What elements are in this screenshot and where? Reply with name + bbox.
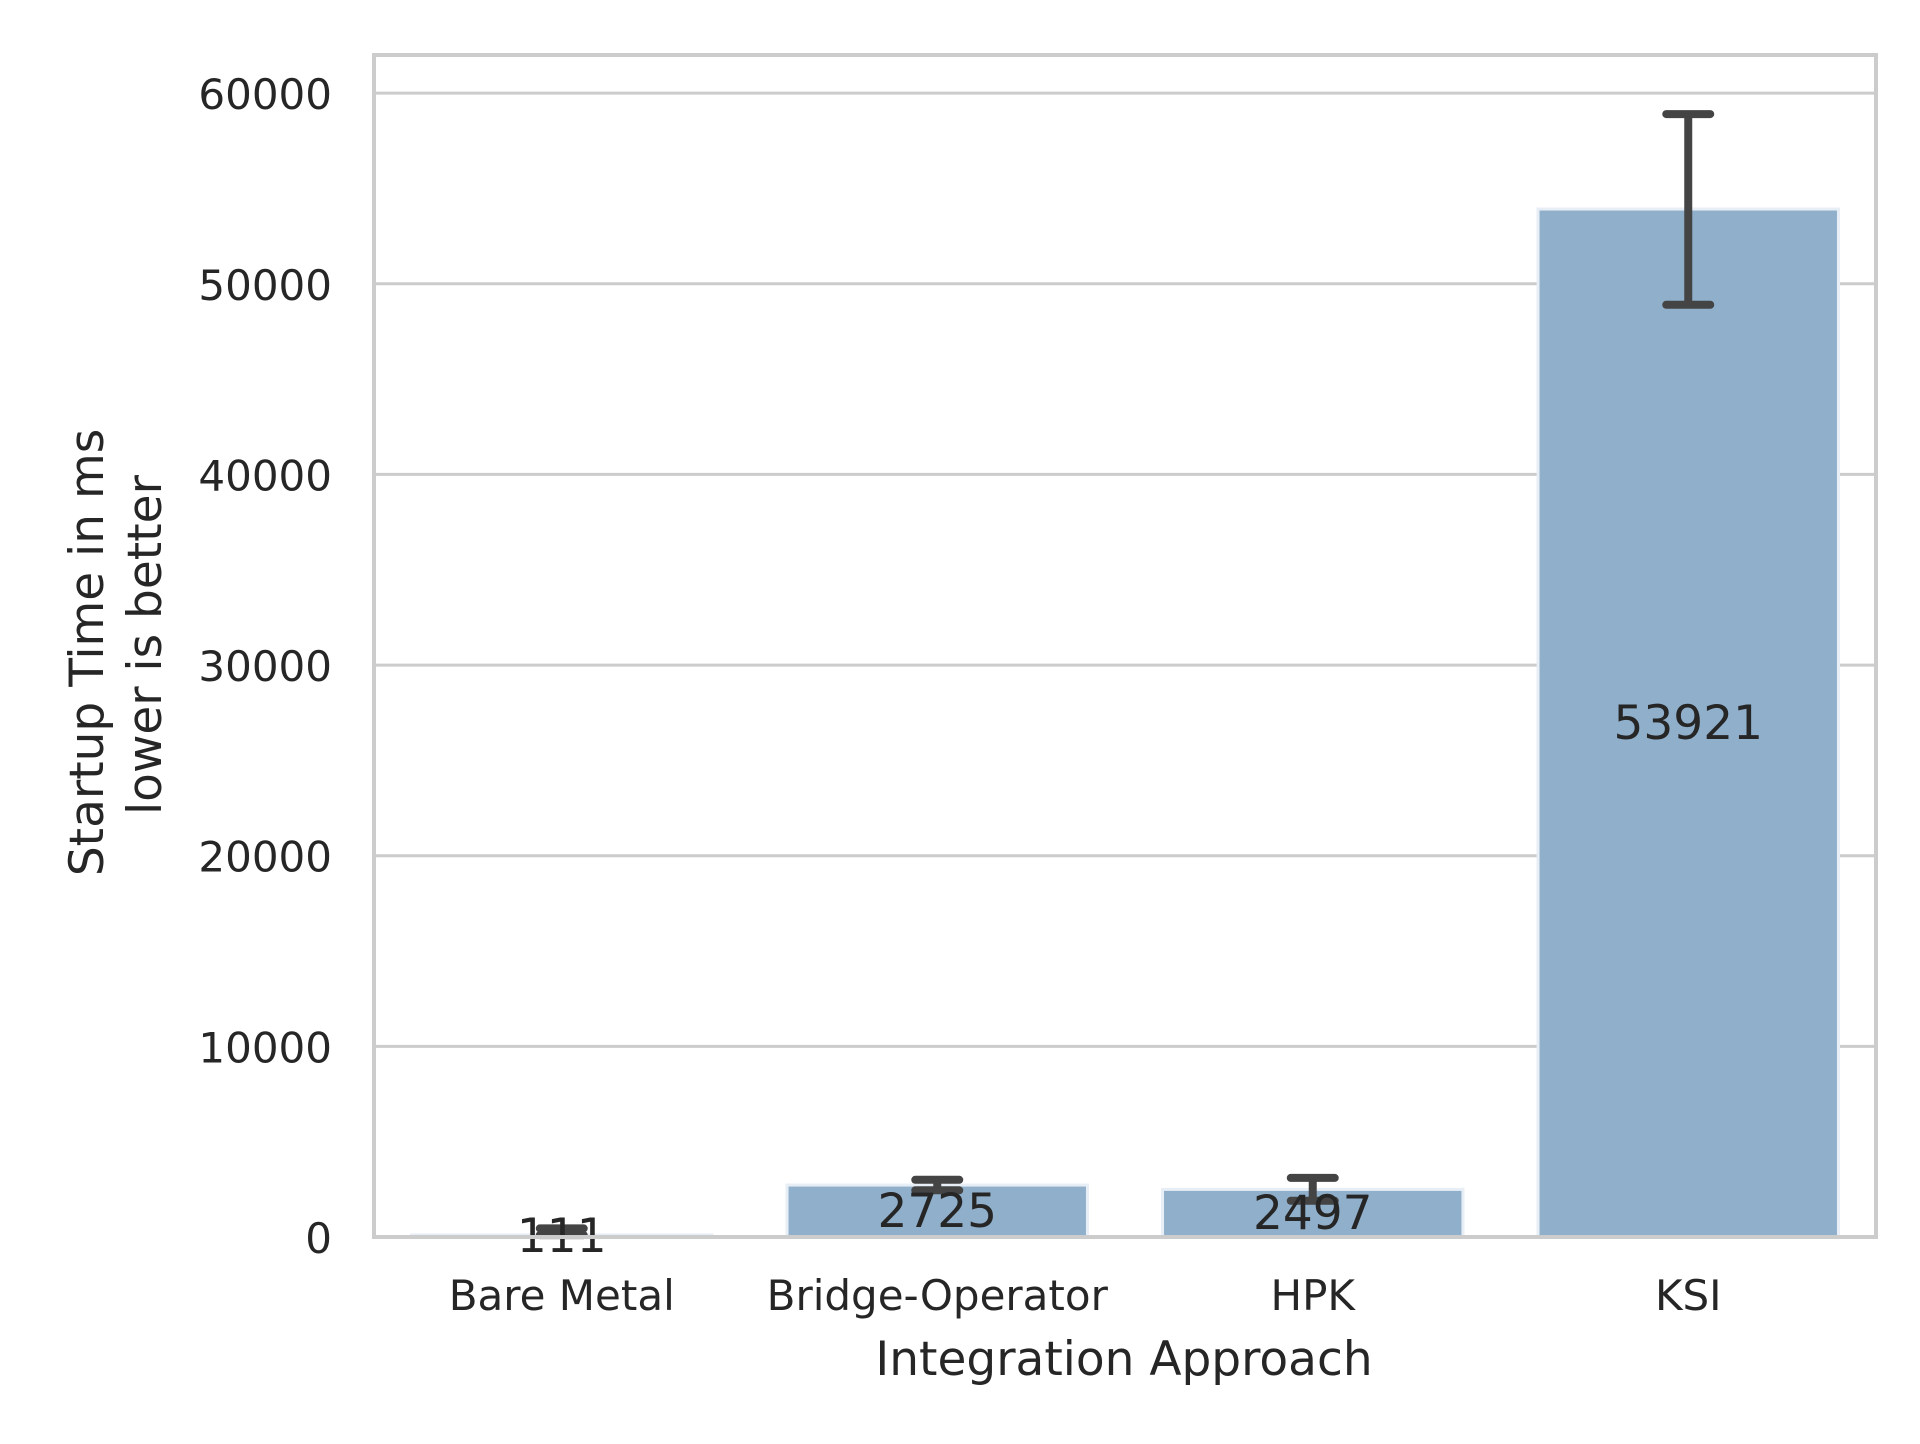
y-axis-label-group: Startup Time in ms lower is better: [60, 414, 173, 876]
y-tick-labels: 0 10000 20000 30000 40000 50000 60000: [198, 70, 332, 1263]
x-axis-label: Integration Approach: [875, 1332, 1372, 1387]
y-tick-label: 40000: [198, 451, 332, 500]
y-tick-label: 20000: [198, 833, 332, 882]
y-axis-label-line-1: Startup Time in ms: [60, 429, 115, 876]
y-axis-label-line-2: lower is better: [118, 474, 173, 814]
x-tick-label: Bare Metal: [449, 1271, 675, 1320]
value-label: 2497: [1253, 1186, 1373, 1241]
plot-frame: [372, 53, 1878, 1239]
y-tick-label: 30000: [198, 642, 332, 691]
x-tick-label: HPK: [1271, 1271, 1357, 1320]
bars: [410, 207, 1840, 1239]
y-tick-label: 50000: [198, 261, 332, 310]
y-tick-label: 60000: [198, 70, 332, 119]
y-axis-label: Startup Time in ms lower is better: [60, 414, 173, 876]
x-tick-labels: Bare Metal Bridge-Operator HPK KSI: [449, 1271, 1722, 1320]
value-label: 53921: [1613, 696, 1763, 751]
y-tick-label: 0: [305, 1214, 332, 1263]
x-tick-label: Bridge-Operator: [767, 1271, 1109, 1320]
error-bars: [535, 110, 1715, 1240]
y-tick-label: 10000: [198, 1023, 332, 1072]
value-label: 2725: [877, 1184, 997, 1239]
x-tick-label: KSI: [1655, 1271, 1722, 1320]
